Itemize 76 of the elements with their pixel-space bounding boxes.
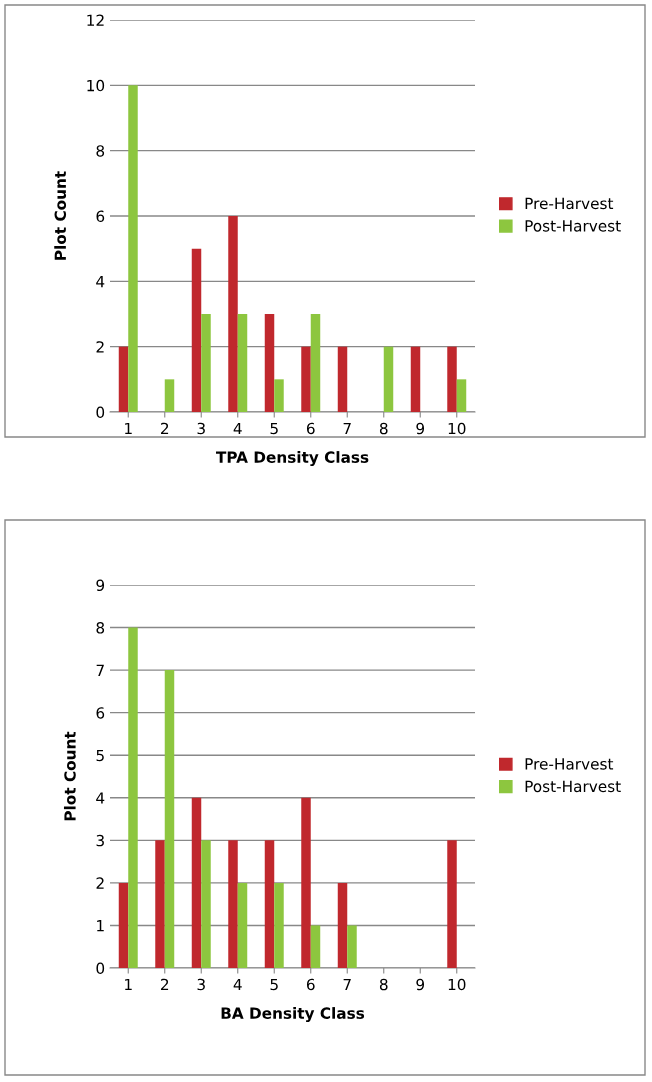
x-tick-label: 2 [161, 422, 169, 435]
x-axis-title: TPA Density Class [216, 451, 369, 466]
bar [228, 840, 238, 968]
y-tick-label: 1 [97, 920, 104, 932]
x-tick-label: 3 [197, 422, 205, 435]
y-tick-label: 2 [96, 877, 104, 889]
y-tick-label: 10 [87, 79, 105, 92]
y-tick-label: 0 [96, 406, 105, 419]
bar [274, 379, 284, 412]
x-tick-label: 10 [448, 978, 466, 991]
bar [347, 925, 357, 968]
legend-label: Pre-Harvest [525, 758, 614, 770]
x-tick-label: 2 [161, 978, 169, 991]
bar [155, 840, 165, 968]
bar [228, 216, 238, 412]
bar [118, 882, 129, 968]
bar [301, 346, 311, 412]
bar [237, 882, 248, 968]
y-tick-label: 6 [96, 707, 105, 719]
x-tick-label: 5 [270, 422, 278, 435]
y-tick-label: 6 [96, 210, 105, 223]
x-tick-label: 8 [379, 978, 388, 991]
x-tick-label: 10 [448, 422, 466, 435]
y-tick-label: 8 [96, 622, 105, 634]
y-tick-label: 0 [96, 962, 105, 975]
bar [447, 346, 457, 412]
y-tick-label: 9 [96, 579, 105, 592]
bar [237, 314, 248, 412]
x-tick-label: 9 [416, 978, 425, 991]
x-tick-label: 5 [270, 978, 278, 991]
y-tick-label: 4 [96, 276, 105, 288]
bar [191, 248, 202, 412]
bar [128, 85, 138, 412]
bar [164, 670, 175, 968]
bar [274, 882, 284, 968]
bar [301, 797, 311, 968]
y-axis-title: Plot Count [63, 731, 76, 821]
x-tick-label: 3 [197, 978, 205, 991]
bar [201, 840, 211, 968]
bar [164, 379, 175, 412]
bar [410, 346, 421, 412]
bar [201, 314, 211, 412]
bar [310, 314, 321, 412]
y-tick-label: 2 [96, 341, 104, 353]
x-tick-label: 1 [125, 422, 132, 435]
x-tick-label: 6 [306, 422, 315, 435]
bar [264, 840, 275, 968]
legend-label: Post-Harvest [525, 220, 621, 232]
x-tick-label: 9 [416, 422, 425, 435]
x-tick-label: 4 [233, 422, 242, 435]
bar [118, 346, 129, 412]
legend-label: Post-Harvest [525, 780, 621, 793]
y-tick-label: 5 [96, 749, 104, 762]
x-tick-label: 1 [125, 978, 132, 991]
legend-label: Pre-Harvest [525, 197, 614, 210]
y-tick-label: 7 [96, 664, 104, 676]
x-tick-label: 6 [306, 978, 315, 991]
bar [310, 925, 321, 968]
bar [383, 346, 394, 412]
bar [191, 797, 202, 968]
x-tick-label: 7 [343, 422, 351, 435]
bar [456, 379, 467, 412]
bar [337, 882, 348, 968]
x-tick-label: 7 [343, 978, 351, 991]
y-tick-label: 4 [96, 792, 105, 804]
y-tick-label: 8 [96, 145, 105, 157]
bar [264, 314, 275, 412]
bar [337, 346, 348, 412]
x-tick-label: 4 [233, 978, 242, 991]
x-tick-label: 8 [379, 422, 388, 435]
bar [128, 627, 138, 968]
y-tick-label: 12 [87, 14, 104, 26]
x-axis-title: BA Density Class [221, 1007, 365, 1022]
y-axis-title: Plot Count [54, 171, 67, 260]
y-tick-label: 3 [96, 834, 104, 847]
bar [447, 840, 457, 968]
